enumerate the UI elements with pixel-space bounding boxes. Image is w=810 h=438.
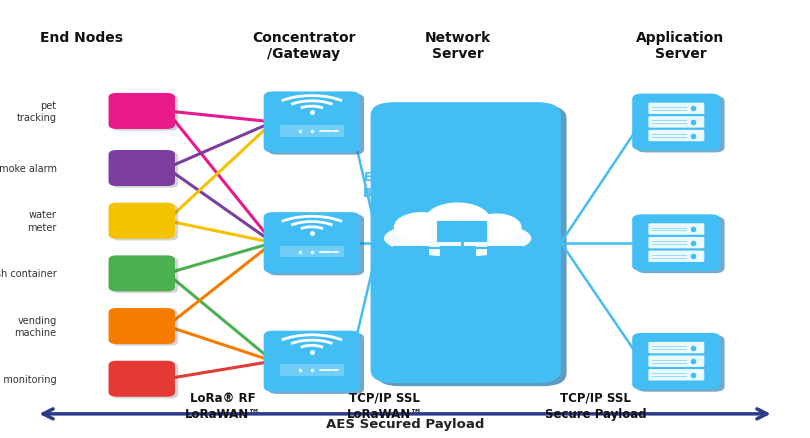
FancyBboxPatch shape <box>280 126 344 138</box>
Circle shape <box>425 204 490 239</box>
Text: Concentrator
/Gateway: Concentrator /Gateway <box>252 31 356 61</box>
FancyBboxPatch shape <box>264 213 360 273</box>
Text: 3G/
Ethernet
Backhaul: 3G/ Ethernet Backhaul <box>363 155 423 200</box>
FancyBboxPatch shape <box>376 106 566 386</box>
Text: Application
Server: Application Server <box>637 31 724 61</box>
Text: water
meter: water meter <box>28 210 57 233</box>
FancyBboxPatch shape <box>280 364 344 376</box>
Text: pet
tracking: pet tracking <box>17 100 57 123</box>
Circle shape <box>472 215 521 241</box>
FancyBboxPatch shape <box>648 224 704 235</box>
FancyBboxPatch shape <box>264 331 360 392</box>
FancyBboxPatch shape <box>632 94 721 151</box>
FancyBboxPatch shape <box>370 103 561 383</box>
FancyBboxPatch shape <box>648 342 704 353</box>
FancyBboxPatch shape <box>109 308 175 344</box>
FancyBboxPatch shape <box>112 95 178 131</box>
FancyBboxPatch shape <box>109 256 175 292</box>
FancyBboxPatch shape <box>648 356 704 367</box>
FancyBboxPatch shape <box>437 223 485 241</box>
FancyBboxPatch shape <box>488 247 522 261</box>
FancyBboxPatch shape <box>637 97 724 153</box>
FancyBboxPatch shape <box>268 333 364 394</box>
Circle shape <box>394 213 448 242</box>
FancyBboxPatch shape <box>632 215 721 271</box>
FancyBboxPatch shape <box>648 237 704 249</box>
Text: gas monitoring: gas monitoring <box>0 374 57 384</box>
FancyBboxPatch shape <box>637 336 724 392</box>
FancyBboxPatch shape <box>264 92 360 153</box>
FancyBboxPatch shape <box>280 246 344 258</box>
FancyBboxPatch shape <box>648 369 704 381</box>
FancyBboxPatch shape <box>112 363 178 399</box>
FancyBboxPatch shape <box>109 94 175 130</box>
FancyBboxPatch shape <box>268 215 364 276</box>
FancyBboxPatch shape <box>112 152 178 188</box>
FancyBboxPatch shape <box>268 94 364 155</box>
FancyBboxPatch shape <box>394 247 428 261</box>
FancyBboxPatch shape <box>637 217 724 273</box>
FancyBboxPatch shape <box>648 131 704 142</box>
Text: TCP/IP SSL
Secure Payload: TCP/IP SSL Secure Payload <box>544 391 646 420</box>
FancyBboxPatch shape <box>109 151 175 187</box>
Text: AES Secured Payload: AES Secured Payload <box>326 417 484 430</box>
Text: vending
machine: vending machine <box>15 315 57 338</box>
FancyBboxPatch shape <box>648 117 704 128</box>
FancyBboxPatch shape <box>112 310 178 346</box>
Text: Network
Server: Network Server <box>424 31 491 61</box>
FancyBboxPatch shape <box>112 205 178 241</box>
Text: LoRa® RF
LoRaWAN™: LoRa® RF LoRaWAN™ <box>185 391 261 420</box>
FancyBboxPatch shape <box>441 247 475 261</box>
FancyBboxPatch shape <box>109 203 175 239</box>
FancyBboxPatch shape <box>109 361 175 397</box>
Text: trash container: trash container <box>0 269 57 279</box>
FancyBboxPatch shape <box>632 333 721 390</box>
FancyBboxPatch shape <box>648 103 704 115</box>
Ellipse shape <box>384 220 531 257</box>
Text: TCP/IP SSL
LoRaWAN™: TCP/IP SSL LoRaWAN™ <box>347 391 423 420</box>
Text: End Nodes: End Nodes <box>40 31 122 45</box>
FancyBboxPatch shape <box>112 258 178 293</box>
FancyBboxPatch shape <box>648 251 704 262</box>
Text: smoke alarm: smoke alarm <box>0 164 57 173</box>
